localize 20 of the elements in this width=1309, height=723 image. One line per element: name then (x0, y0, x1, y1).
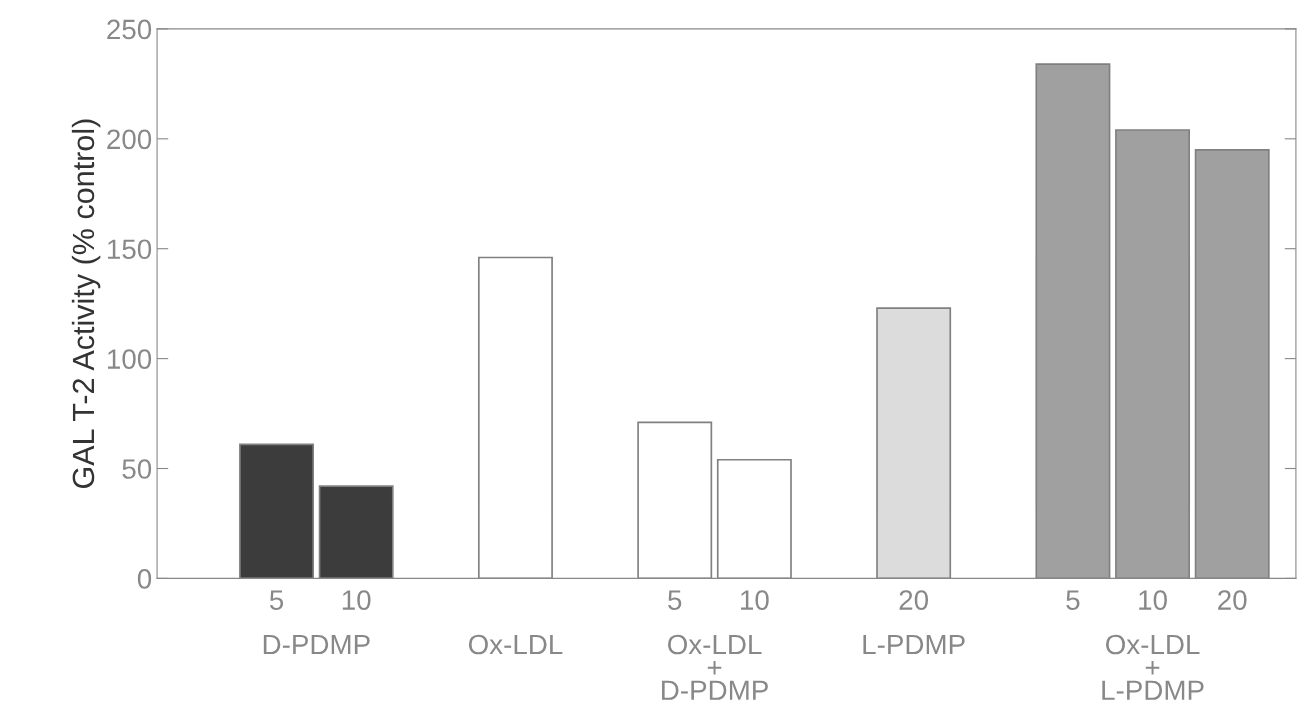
y-tick-label: 150 (108, 239, 152, 260)
x-tick-label: 5 (269, 590, 284, 610)
x-tick-label: 20 (899, 590, 929, 610)
y-axis-title: GAL T-2 Activity (% control) (71, 119, 101, 489)
y-tick-label: 0 (137, 569, 152, 589)
x-tick-label: 10 (1139, 590, 1167, 610)
text: Ox-LDL + L-PDMP (1102, 634, 1204, 700)
x-tick-label: 10 (342, 590, 371, 610)
y-tick-label: 100 (108, 349, 152, 369)
x-tick-label: 5 (1066, 590, 1080, 610)
x-tick-label: 10 (741, 590, 769, 610)
text: Ox-LDL + D-PDMP (662, 634, 768, 700)
text: Ox-LDL (468, 634, 563, 655)
y-tick-label: 50 (122, 459, 152, 479)
x-tick-label: 20 (1218, 590, 1247, 610)
x-tick-label: 5 (668, 590, 682, 610)
y-tick-label: 250 (107, 19, 152, 40)
text: D-PDMP (263, 634, 370, 655)
text: L-PDMP (863, 634, 965, 655)
y-tick-label: 200 (107, 129, 152, 150)
